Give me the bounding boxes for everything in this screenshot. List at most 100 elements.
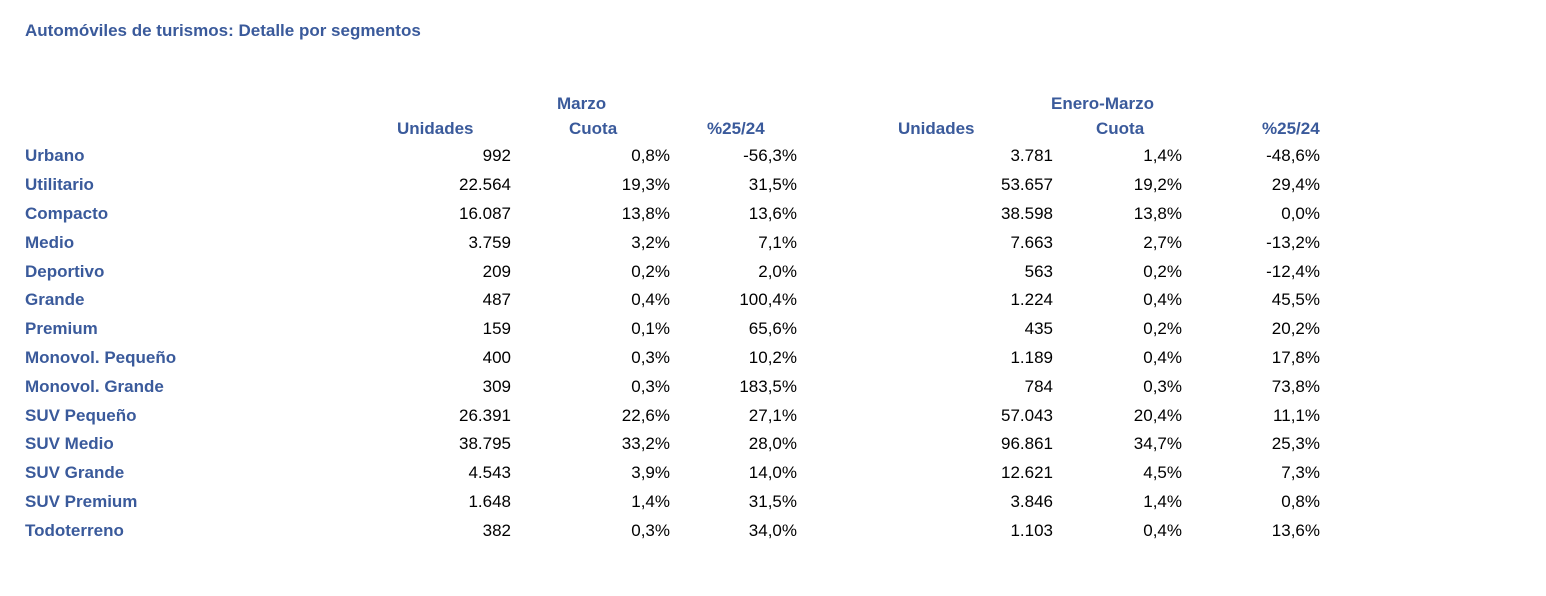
table-row: Monovol. Grande 309 0,3% 183,5% 784 0,3% 73,8% bbox=[25, 372, 1320, 401]
march-units-cell: 3.759 bbox=[468, 232, 511, 252]
segment-label: Todoterreno bbox=[25, 520, 124, 540]
table-row: Utilitario 22.564 19,3% 31,5% 53.657 19,2% 29,… bbox=[25, 171, 1320, 200]
march-share-cell: 13,8% bbox=[621, 203, 670, 223]
table-row: SUV Premium 1.648 1,4% 31,5% 3.846 1,4% 0,8% bbox=[25, 488, 1320, 517]
column-header-march-share: Cuota bbox=[569, 119, 618, 138]
ytd-change-cell: 0,8% bbox=[1281, 491, 1320, 511]
ytd-units-cell: 435 bbox=[1024, 319, 1053, 339]
march-change-cell: 65,6% bbox=[748, 319, 797, 339]
column-header-march-units: Unidades bbox=[397, 119, 474, 138]
ytd-units-cell: 1.103 bbox=[1010, 520, 1053, 540]
march-units-cell: 22.564 bbox=[459, 175, 511, 195]
column-header-ytd-share: Cuota bbox=[1096, 119, 1145, 138]
table-row: Monovol. Pequeño 400 0,3% 10,2% 1.189 0,4% 17,… bbox=[25, 344, 1320, 373]
march-share-cell: 0,8% bbox=[631, 146, 670, 166]
march-units-cell: 992 bbox=[482, 146, 511, 166]
table-row: Compacto 16.087 13,8% 13,6% 38.598 13,8% 0,0% bbox=[25, 200, 1320, 229]
group-header-march: Marzo bbox=[557, 94, 607, 113]
ytd-units-cell: 53.657 bbox=[1001, 175, 1053, 195]
march-units-cell: 400 bbox=[482, 347, 511, 367]
ytd-units-cell: 3.781 bbox=[1010, 146, 1053, 166]
column-header-ytd-units: Unidades bbox=[898, 119, 975, 138]
march-units-cell: 209 bbox=[482, 261, 511, 281]
ytd-change-cell: 45,5% bbox=[1271, 290, 1320, 310]
ytd-share-cell: 0,4% bbox=[1143, 520, 1182, 540]
segment-label: Premium bbox=[25, 319, 98, 339]
segment-label: Deportivo bbox=[25, 261, 105, 281]
march-units-cell: 4.543 bbox=[468, 463, 511, 483]
ytd-change-cell: 13,6% bbox=[1271, 520, 1320, 540]
table-row: SUV Pequeño 26.391 22,6% 27,1% 57.043 20,4% 11… bbox=[25, 401, 1320, 430]
ytd-share-cell: 1,4% bbox=[1143, 491, 1182, 511]
ytd-change-cell: 7,3% bbox=[1281, 463, 1320, 483]
march-change-cell: 28,0% bbox=[748, 434, 797, 454]
column-header-march-change: %25/24 bbox=[707, 119, 765, 138]
ytd-share-cell: 34,7% bbox=[1133, 434, 1182, 454]
table-row: Deportivo 209 0,2% 2,0% 563 0,2% -12,4% bbox=[25, 257, 1320, 286]
ytd-change-cell: 73,8% bbox=[1271, 376, 1320, 396]
ytd-share-cell: 4,5% bbox=[1143, 463, 1182, 483]
march-share-cell: 0,3% bbox=[631, 347, 670, 367]
ytd-share-cell: 2,7% bbox=[1143, 232, 1182, 252]
ytd-units-cell: 3.846 bbox=[1010, 491, 1053, 511]
ytd-units-cell: 96.861 bbox=[1001, 434, 1053, 454]
segment-label: Compacto bbox=[25, 203, 109, 223]
march-share-cell: 0,3% bbox=[631, 376, 670, 396]
segment-label: SUV Pequeño bbox=[25, 405, 137, 425]
march-units-cell: 159 bbox=[482, 319, 511, 339]
segment-label: SUV Medio bbox=[25, 434, 114, 454]
march-units-cell: 382 bbox=[482, 520, 511, 540]
ytd-share-cell: 1,4% bbox=[1143, 146, 1182, 166]
march-units-cell: 16.087 bbox=[459, 203, 511, 223]
ytd-share-cell: 0,2% bbox=[1143, 319, 1182, 339]
ytd-share-cell: 13,8% bbox=[1133, 203, 1182, 223]
march-share-cell: 0,1% bbox=[631, 319, 670, 339]
march-change-cell: 14,0% bbox=[748, 463, 797, 483]
segment-label: Utilitario bbox=[25, 175, 94, 195]
table-row: Premium 159 0,1% 65,6% 435 0,2% 20,2% bbox=[25, 315, 1320, 344]
ytd-units-cell: 38.598 bbox=[1001, 203, 1053, 223]
page-title: Automóviles de turismos: Detalle por seg… bbox=[25, 21, 421, 40]
ytd-share-cell: 0,4% bbox=[1143, 290, 1182, 310]
segments-table: Urbano 992 0,8% -56,3% 3.781 1,4% -48,6% Utilit… bbox=[25, 142, 1320, 545]
segment-label: Medio bbox=[25, 232, 75, 252]
ytd-change-cell: 29,4% bbox=[1271, 175, 1320, 195]
ytd-change-cell: 11,1% bbox=[1273, 405, 1320, 425]
march-change-cell: 2,0% bbox=[758, 261, 797, 281]
ytd-change-cell: 17,8% bbox=[1271, 347, 1320, 367]
march-units-cell: 38.795 bbox=[459, 434, 511, 454]
ytd-change-cell: 25,3% bbox=[1271, 434, 1320, 454]
ytd-share-cell: 0,4% bbox=[1143, 347, 1182, 367]
ytd-share-cell: 0,3% bbox=[1143, 376, 1182, 396]
march-share-cell: 33,2% bbox=[621, 434, 670, 454]
segment-label: Monovol. Grande bbox=[25, 376, 164, 396]
march-share-cell: 1,4% bbox=[631, 491, 670, 511]
segments-table-body: Urbano 992 0,8% -56,3% 3.781 1,4% -48,6% Utilit… bbox=[25, 142, 1320, 545]
ytd-units-cell: 12.621 bbox=[1001, 463, 1053, 483]
ytd-share-cell: 20,4% bbox=[1133, 405, 1182, 425]
march-change-cell: 13,6% bbox=[748, 203, 797, 223]
segment-label: Monovol. Pequeño bbox=[25, 347, 177, 367]
ytd-share-cell: 0,2% bbox=[1143, 261, 1182, 281]
march-share-cell: 22,6% bbox=[621, 405, 670, 425]
ytd-change-cell: -12,4% bbox=[1266, 261, 1320, 281]
ytd-units-cell: 563 bbox=[1024, 261, 1053, 281]
segment-label: Grande bbox=[25, 290, 85, 310]
march-units-cell: 26.391 bbox=[459, 405, 511, 425]
ytd-units-cell: 1.224 bbox=[1010, 290, 1053, 310]
march-change-cell: 31,5% bbox=[748, 491, 797, 511]
table-row: Urbano 992 0,8% -56,3% 3.781 1,4% -48,6% bbox=[25, 142, 1320, 171]
ytd-share-cell: 19,2% bbox=[1133, 175, 1182, 195]
march-change-cell: 183,5% bbox=[739, 376, 797, 396]
table-row: SUV Medio 38.795 33,2% 28,0% 96.861 34,7% 25,3… bbox=[25, 430, 1320, 459]
march-share-cell: 0,3% bbox=[631, 520, 670, 540]
march-share-cell: 0,2% bbox=[631, 261, 670, 281]
ytd-units-cell: 784 bbox=[1024, 376, 1053, 396]
ytd-change-cell: -13,2% bbox=[1266, 232, 1320, 252]
ytd-units-cell: 1.189 bbox=[1010, 347, 1053, 367]
column-header-ytd-change: %25/24 bbox=[1262, 119, 1320, 138]
segment-label: SUV Premium bbox=[25, 491, 138, 511]
march-share-cell: 3,9% bbox=[631, 463, 670, 483]
ytd-units-cell: 57.043 bbox=[1001, 405, 1053, 425]
march-units-cell: 309 bbox=[482, 376, 511, 396]
